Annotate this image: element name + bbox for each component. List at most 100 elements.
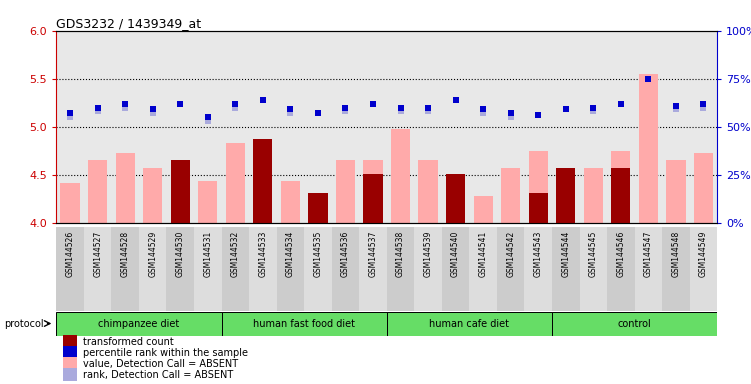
Bar — [497, 31, 524, 223]
Bar — [249, 227, 276, 311]
Bar — [276, 31, 304, 223]
Bar — [222, 311, 387, 336]
Bar — [552, 31, 580, 223]
Bar — [276, 227, 304, 311]
Bar — [415, 227, 442, 311]
Text: protocol: protocol — [4, 318, 44, 329]
Bar — [635, 31, 662, 223]
Bar — [167, 31, 194, 223]
Text: GSM144527: GSM144527 — [93, 231, 102, 277]
Bar — [469, 31, 497, 223]
Bar — [662, 31, 689, 223]
Bar — [580, 31, 607, 223]
Bar — [529, 151, 547, 223]
Bar — [524, 227, 552, 311]
Bar — [607, 31, 635, 223]
Bar — [638, 74, 658, 223]
Bar — [359, 227, 387, 311]
Text: rank, Detection Call = ABSENT: rank, Detection Call = ABSENT — [83, 370, 233, 380]
Text: GSM144538: GSM144538 — [396, 231, 405, 277]
Bar — [446, 182, 465, 223]
Bar — [611, 151, 630, 223]
Bar — [332, 31, 359, 223]
Text: GSM144529: GSM144529 — [148, 231, 157, 277]
Text: GSM144533: GSM144533 — [258, 231, 267, 277]
Bar — [170, 161, 190, 223]
Text: GSM144535: GSM144535 — [313, 231, 322, 277]
Bar — [611, 168, 630, 223]
Text: GDS3232 / 1439349_at: GDS3232 / 1439349_at — [56, 17, 201, 30]
Text: GSM144534: GSM144534 — [286, 231, 295, 277]
Bar — [418, 161, 438, 223]
Bar — [222, 227, 249, 311]
Bar — [469, 227, 497, 311]
Text: GSM144544: GSM144544 — [561, 231, 570, 277]
Bar — [143, 168, 162, 223]
Bar — [391, 129, 410, 223]
Bar — [198, 182, 218, 223]
Bar — [63, 335, 77, 348]
Text: GSM144539: GSM144539 — [424, 231, 433, 277]
Text: value, Detection Call = ABSENT: value, Detection Call = ABSENT — [83, 359, 238, 369]
Bar — [308, 196, 327, 223]
Bar — [363, 161, 383, 223]
Bar — [694, 152, 713, 223]
Text: GSM144545: GSM144545 — [589, 231, 598, 277]
Text: GSM144540: GSM144540 — [451, 231, 460, 277]
Bar — [56, 31, 84, 223]
Bar — [584, 168, 603, 223]
Text: GSM144547: GSM144547 — [644, 231, 653, 277]
Bar — [56, 227, 84, 311]
Bar — [63, 368, 77, 381]
Bar — [359, 31, 387, 223]
Bar — [281, 182, 300, 223]
Bar — [308, 193, 327, 223]
Bar — [387, 311, 552, 336]
Bar — [580, 227, 607, 311]
Bar — [446, 174, 465, 223]
Bar — [60, 184, 80, 223]
Text: GSM144536: GSM144536 — [341, 231, 350, 277]
Text: transformed count: transformed count — [83, 336, 173, 346]
Bar — [529, 193, 547, 223]
Text: GSM144537: GSM144537 — [369, 231, 378, 277]
Bar — [442, 31, 469, 223]
Text: GSM144532: GSM144532 — [231, 231, 240, 277]
Text: percentile rank within the sample: percentile rank within the sample — [83, 348, 248, 358]
Bar — [84, 31, 111, 223]
Text: GSM144541: GSM144541 — [478, 231, 487, 277]
Bar — [552, 311, 717, 336]
Bar — [662, 227, 689, 311]
Bar — [84, 227, 111, 311]
Bar — [304, 31, 332, 223]
Bar — [689, 31, 717, 223]
Bar — [249, 31, 276, 223]
Text: chimpanzee diet: chimpanzee diet — [98, 318, 179, 329]
Bar — [88, 161, 107, 223]
Text: GSM144526: GSM144526 — [65, 231, 74, 277]
Text: GSM144548: GSM144548 — [671, 231, 680, 277]
Bar — [63, 357, 77, 370]
Bar — [56, 311, 222, 336]
Text: GSM144549: GSM144549 — [699, 231, 708, 277]
Bar — [556, 168, 575, 223]
Bar — [332, 227, 359, 311]
Bar — [304, 227, 332, 311]
Bar — [524, 31, 552, 223]
Bar — [689, 227, 717, 311]
Bar — [336, 161, 355, 223]
Bar — [170, 182, 190, 223]
Bar — [116, 152, 135, 223]
Text: GSM144546: GSM144546 — [617, 231, 626, 277]
Bar — [387, 227, 415, 311]
Bar — [253, 161, 273, 223]
Text: human fast food diet: human fast food diet — [253, 318, 355, 329]
Bar — [501, 168, 520, 223]
Bar — [253, 139, 273, 223]
Bar — [556, 168, 575, 223]
Bar — [442, 227, 469, 311]
Bar — [225, 143, 245, 223]
Bar — [552, 227, 580, 311]
Text: GSM144528: GSM144528 — [121, 231, 130, 277]
Bar — [415, 31, 442, 223]
